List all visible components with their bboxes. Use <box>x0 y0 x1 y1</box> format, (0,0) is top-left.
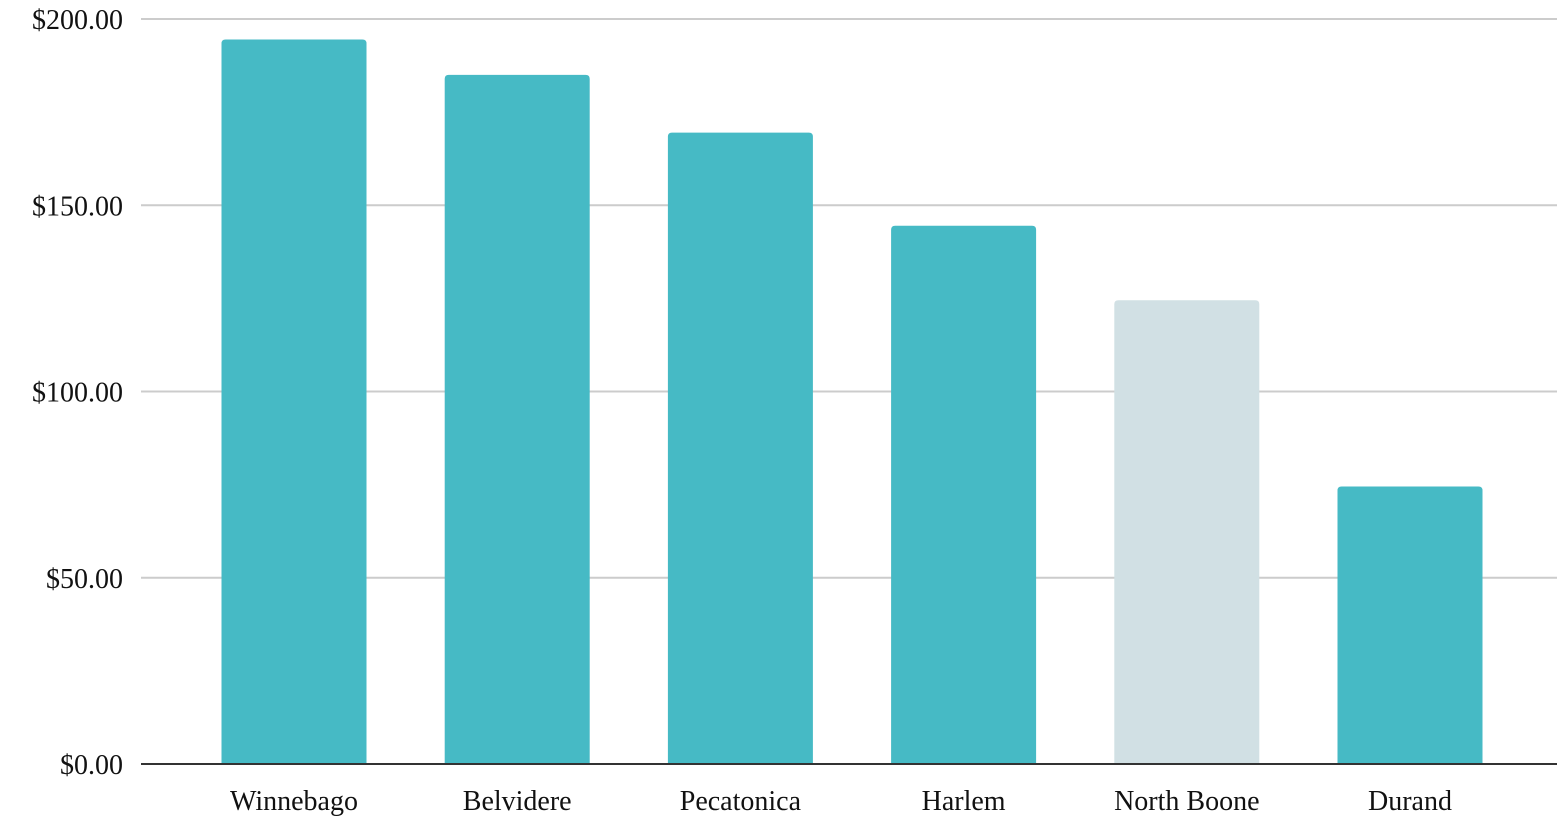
bar-belvidere <box>444 74 590 764</box>
y-tick-label: $150.00 <box>32 191 123 222</box>
x-tick-label: North Boone <box>1114 786 1259 817</box>
x-tick-label: Winnebago <box>230 786 358 817</box>
gridlines <box>141 18 1557 579</box>
bars <box>221 39 1483 765</box>
y-tick-label: $100.00 <box>32 378 123 409</box>
y-axis-tick-labels: $0.00 $50.00 $100.00 $150.00 $200.00 <box>32 5 123 781</box>
bar-harlem <box>891 225 1037 765</box>
x-tick-label: Harlem <box>922 786 1006 817</box>
bar-winnebago <box>221 39 367 765</box>
bar-north-boone <box>1114 300 1260 764</box>
y-tick-label: $50.00 <box>46 564 123 595</box>
bar-pecatonica <box>667 132 813 765</box>
x-tick-label: Belvidere <box>463 786 572 817</box>
x-axis-tick-labels: Winnebago Belvidere Pecatonica Harlem North … <box>230 786 1452 817</box>
y-tick-label: $200.00 <box>32 5 123 36</box>
x-tick-label: Pecatonica <box>680 786 802 817</box>
y-tick-label: $0.00 <box>60 750 123 781</box>
x-tick-label: Durand <box>1368 786 1452 817</box>
bar-durand <box>1337 486 1483 764</box>
